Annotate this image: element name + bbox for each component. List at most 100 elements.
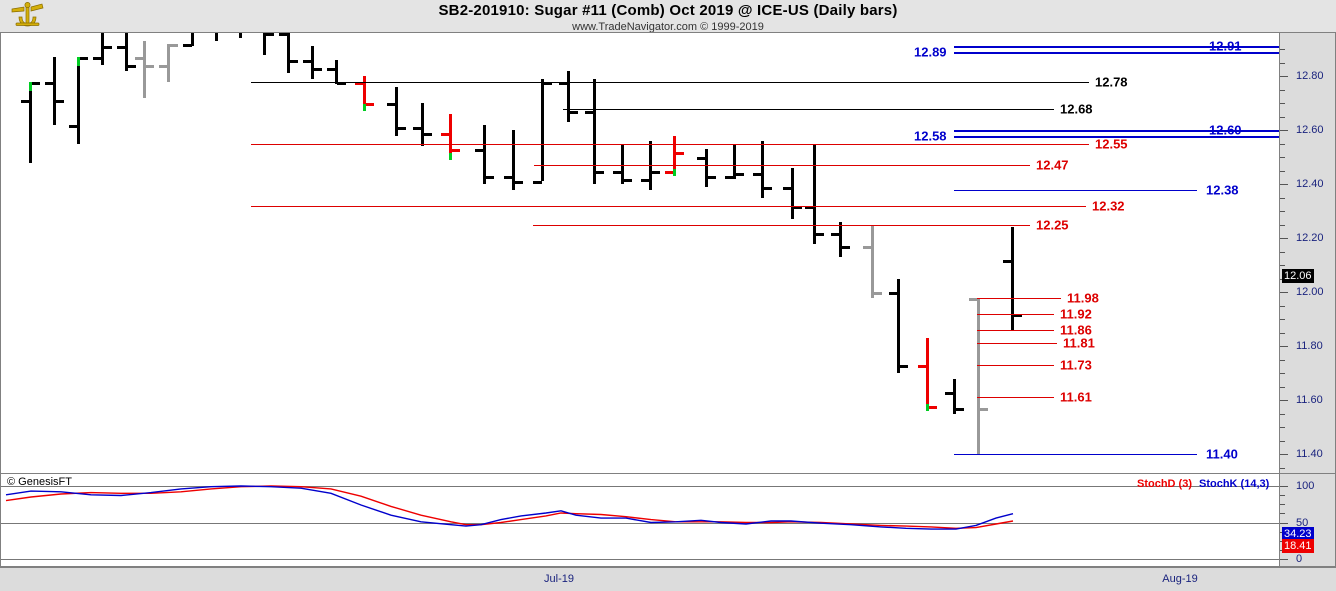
ohlc-bar [53,57,56,125]
price-level-label: 11.40 [1206,446,1238,462]
ohlc-close-tick [145,65,154,69]
price-level-line [251,81,1089,83]
stoch-axis-label: 100 [1296,480,1315,492]
ohlc-open-tick [504,176,513,180]
genesis-logo-icon [8,1,48,29]
price-axis-minor-tick [1280,386,1285,388]
ohlc-open-tick [783,186,792,190]
ohlc-close-tick [763,186,772,190]
stochk-value-marker: 34.23 [1282,527,1314,541]
stoch-axis-tick [1280,522,1288,524]
price-level-line [954,189,1197,191]
ohlc-open-tick [585,111,594,115]
ohlc-close-tick [793,205,802,209]
ohlc-bar [871,224,874,298]
price-axis[interactable]: 12.80 12.60 12.40 12.20 12.00 11.80 11.60 11.40… [1280,32,1336,474]
price-level-line [954,454,1197,456]
ohlc-bar [311,46,314,79]
price-level-line [251,143,1089,145]
ohlc-close-tick [675,151,684,155]
ohlc-bar [512,130,515,190]
stoch-axis-minor-tick [1280,504,1285,506]
ohlc-close-tick [707,176,716,180]
ohlc-open-tick [945,392,954,396]
chart-header: SB2-201910: Sugar #11 (Comb) Oct 2019 @ … [0,0,1336,33]
ohlc-close-tick [485,176,494,180]
bar-highlight-marker [449,152,452,160]
bar-highlight-marker [673,169,676,177]
stoch-axis-minor-tick [1280,495,1285,497]
ohlc-open-tick [303,59,312,63]
price-axis-tick [1280,454,1288,456]
ohlc-bar [125,33,128,71]
ohlc-close-tick [928,405,937,409]
stoch-axis-minor-tick [1280,513,1285,515]
stochastic-panel[interactable]: © GenesisFT StochD (3) StochK (14,3) [0,474,1280,567]
price-axis-minor-tick [1280,440,1285,442]
price-level-label: 11.86 [1060,322,1092,338]
ohlc-bar [567,70,570,123]
ohlc-open-tick [613,170,622,174]
ohlc-bar [761,140,764,198]
ohlc-bar [263,33,266,55]
stoch-gridline [1,559,1279,560]
stochd-value-marker: 18.41 [1282,538,1314,553]
price-axis-minor-tick [1280,62,1285,64]
ohlc-close-tick [514,181,523,185]
price-axis-minor-tick [1280,143,1285,145]
ohlc-open-tick [441,132,450,136]
ohlc-close-tick [127,65,136,69]
ohlc-close-tick [979,408,988,412]
price-level-label: 11.98 [1067,290,1099,306]
price-level-line [977,329,1054,331]
price-level-line [954,135,1279,138]
ohlc-bar [705,149,708,187]
ohlc-bar [167,43,170,82]
ohlc-close-tick [79,57,88,61]
price-level-line [977,343,1057,345]
price-level-line [954,46,1279,49]
ohlc-bar [421,103,424,147]
ohlc-bar [953,378,956,414]
ohlc-close-tick [289,59,298,63]
price-level-label: 11.92 [1060,306,1092,322]
ohlc-bar [449,113,452,160]
price-level-label: 12.60 [1209,122,1242,138]
ohlc-close-tick [55,100,64,104]
price-level-label: 12.89 [914,44,947,60]
stochastic-axis[interactable]: 100 50 0 34.23 18.41 [1280,474,1336,567]
ohlc-open-tick [69,124,78,128]
date-axis-label: Jul-19 [544,573,574,585]
ohlc-bar [593,78,596,185]
ohlc-bar [363,76,366,112]
ohlc-close-tick [873,292,882,296]
price-level-label: 11.61 [1060,389,1092,405]
stoch-axis-label: 0 [1296,553,1303,565]
date-axis[interactable]: Jul-19 Aug-19 [0,567,1336,591]
ohlc-open-tick [159,65,168,69]
ohlc-bar [649,140,652,190]
ohlc-close-tick [623,178,632,182]
ohlc-open-tick [969,297,978,301]
ohlc-close-tick [955,408,964,412]
price-chart-panel[interactable]: 12.91 12.89 12.78 12.68 12.60 12.58 12.55 12.47… [0,32,1280,474]
ohlc-close-tick [595,170,604,174]
ohlc-open-tick [533,181,542,185]
bar-highlight-marker [29,81,32,91]
price-level-label: 12.58 [914,128,947,144]
ohlc-open-tick [413,127,422,131]
ohlc-bar [77,57,80,144]
ohlc-open-tick [863,246,872,250]
ohlc-close-tick [169,43,178,47]
genesis-watermark: © GenesisFT [7,476,72,488]
ohlc-open-tick [559,81,568,85]
ohlc-open-tick [327,68,336,72]
ohlc-close-tick [451,149,460,153]
ohlc-open-tick [918,365,927,369]
ohlc-open-tick [725,176,734,180]
price-level-label: 12.91 [1209,38,1242,54]
price-level-line [534,165,1030,167]
bar-highlight-marker [926,403,929,411]
ohlc-bar [395,86,398,136]
